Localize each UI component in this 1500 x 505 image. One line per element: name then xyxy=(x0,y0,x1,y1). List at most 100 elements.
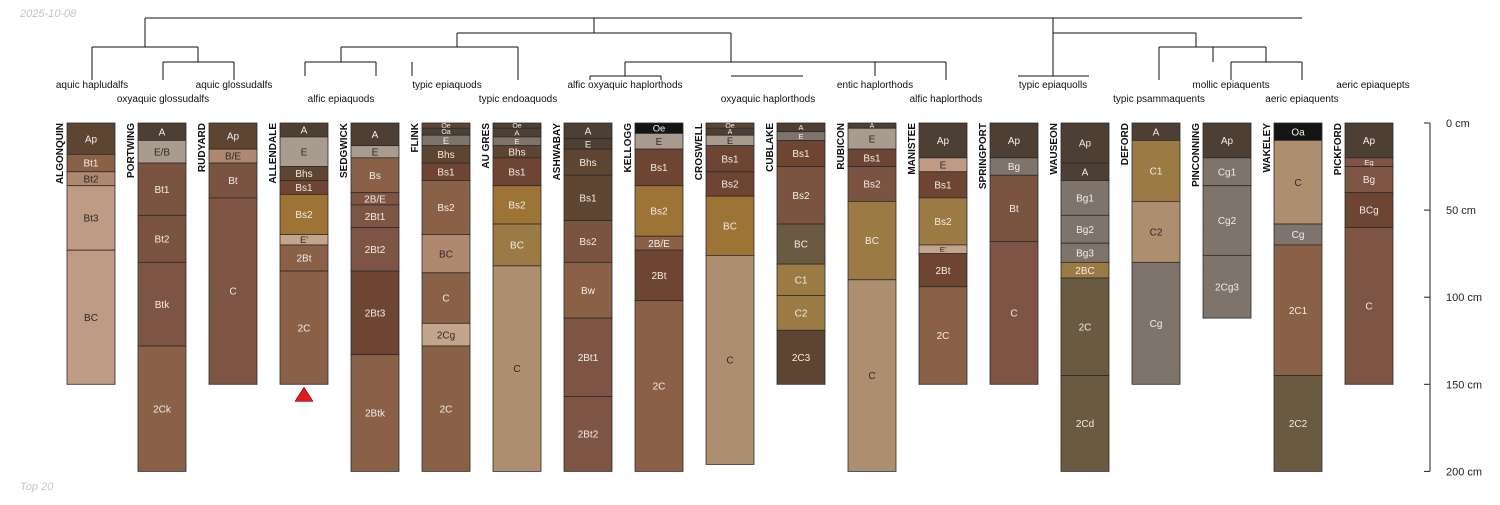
profile-ashwabay: ASHWABAY AE Bhs Bs1 Bs2 Bw 2Bt1 2Bt2 xyxy=(552,122,613,472)
horizon-label: Ap xyxy=(1221,136,1234,147)
horizon-label: C2 xyxy=(1150,227,1163,238)
horizon-label: A xyxy=(585,126,592,137)
horizon-c xyxy=(208,197,258,385)
profile-pinconning: PINCONNING Ap Cg1 Cg2 2Cg3 xyxy=(1191,122,1252,319)
horizon-bs1 xyxy=(918,171,968,199)
horizon-label: E xyxy=(443,136,449,147)
horizon-bs2 xyxy=(279,194,329,235)
profile-name: WAKELEY xyxy=(1262,123,1273,173)
horizon-2bt3 xyxy=(350,270,400,356)
taxon-label-entic-haplorthods: entic haplorthods xyxy=(837,80,913,91)
horizon-label: Bs1 xyxy=(721,154,739,165)
horizon-btk xyxy=(137,261,187,347)
horizon-label: Bhs xyxy=(437,150,454,161)
profile-name: FLINK xyxy=(410,122,421,152)
horizon-e xyxy=(279,136,329,167)
profile-name: PINCONNING xyxy=(1191,123,1202,187)
horizon-label: 2C1 xyxy=(1289,306,1308,317)
horizon-c xyxy=(705,254,755,465)
horizon-label: C xyxy=(229,287,236,298)
horizon-label: A xyxy=(159,127,166,138)
horizon-label: Bt xyxy=(1009,204,1019,215)
horizon-bc xyxy=(421,234,471,274)
horizon-label: Bs1 xyxy=(650,163,668,174)
horizon-2c xyxy=(1060,277,1110,376)
horizon-bs2 xyxy=(705,171,755,197)
profile-deford: DEFORD A C1 C2 Cg xyxy=(1120,122,1181,385)
horizon-bs1 xyxy=(705,145,755,173)
horizon-label: Oe xyxy=(725,123,734,130)
horizon-label: Bs2 xyxy=(650,207,668,218)
horizon-label: A xyxy=(1082,167,1089,178)
horizon-ap xyxy=(989,122,1039,159)
horizon-label: Bt1 xyxy=(154,185,169,196)
profile-name: CROSWELL xyxy=(694,123,705,180)
horizon-label: Ap xyxy=(937,136,950,147)
profile-pickford: PICKFORD Ap Eg Bg BCg C xyxy=(1333,122,1394,385)
horizon-bs2 xyxy=(847,166,897,202)
profile-kellogg: KELLOGG Oe E Bs1 Bs2 2B/E 2Bt 2C xyxy=(623,122,684,472)
taxon-label-mollic-epiaquents: mollic epiaquents xyxy=(1192,80,1269,91)
horizon-label: E xyxy=(372,147,379,158)
horizon-label: Ap xyxy=(1363,136,1376,147)
horizon-bs xyxy=(350,157,400,194)
horizon-2btk xyxy=(350,354,400,472)
horizon-label: 2Btk xyxy=(365,409,386,420)
horizon-label: Bt1 xyxy=(83,159,98,170)
horizon-label: Eg xyxy=(1364,158,1373,167)
horizon-label: BC xyxy=(794,240,808,251)
horizon-label: 2C xyxy=(1079,322,1092,333)
horizon-label: Bs1 xyxy=(579,194,597,205)
horizon-label: C xyxy=(726,356,733,367)
horizon-ap xyxy=(1202,122,1252,159)
horizon-label: E xyxy=(727,136,733,147)
horizon-label: Bs1 xyxy=(437,167,455,178)
horizon-label: 2Cd xyxy=(1076,419,1094,430)
horizon-bw xyxy=(563,261,613,319)
horizon-label: 2C xyxy=(937,331,950,342)
horizon-bhs xyxy=(563,148,613,176)
horizon-bs1 xyxy=(634,148,684,187)
profile-name: CUBLAKE xyxy=(765,123,776,172)
horizon-ap xyxy=(208,122,258,150)
horizon-bc xyxy=(847,200,897,281)
horizon-label: Oe xyxy=(653,124,666,135)
horizon-label: 2Bt2 xyxy=(365,245,386,256)
profile-cublake: CUBLAKE AE Bs1 Bs2 BC C1 C2 2C3 xyxy=(765,122,826,385)
horizon-2c xyxy=(634,300,684,472)
horizon-label: BC xyxy=(439,249,453,260)
horizon-c1 xyxy=(776,263,826,296)
horizon-label: C xyxy=(1294,178,1301,189)
taxon-label-typic-endoaquods: typic endoaquods xyxy=(479,94,557,105)
horizon-bc xyxy=(66,249,116,385)
horizon-label: 2Bt1 xyxy=(578,353,599,364)
taxon-label-aeric-epiaquepts: aeric epiaquepts xyxy=(1336,80,1409,91)
dendrogram xyxy=(91,17,1303,80)
horizon-label: E xyxy=(301,147,308,158)
horizon-label: Cg2 xyxy=(1218,216,1237,227)
profile-name: RUDYARD xyxy=(197,123,208,172)
horizon-bt xyxy=(208,162,258,199)
taxon-label-alfic-haplorthods: alfic haplorthods xyxy=(910,94,983,105)
horizon-label: E xyxy=(940,160,947,171)
horizon-cg xyxy=(1131,261,1181,385)
horizon-label: Bt2 xyxy=(83,174,98,185)
horizon-label: E xyxy=(869,134,876,145)
horizon-label: E' xyxy=(300,235,308,246)
horizon-label: Bw xyxy=(581,286,596,297)
horizon-2c xyxy=(918,286,968,385)
horizon-label: Cg xyxy=(1292,230,1305,241)
horizon-2cd xyxy=(1060,375,1110,472)
profile-rudyard: RUDYARD Ap B/E Bt C xyxy=(197,122,258,385)
horizon-label: Bs2 xyxy=(579,237,597,248)
horizon-label: Bs1 xyxy=(792,149,810,160)
horizon-2cg3 xyxy=(1202,254,1252,319)
depth-axis: 0 cm 50 cm 100 cm 150 cm 200 cm xyxy=(1424,118,1482,478)
horizon-2c2 xyxy=(1273,375,1323,472)
horizon-bs2 xyxy=(776,166,826,225)
horizon-label: C xyxy=(1010,308,1017,319)
horizon-label: BC xyxy=(510,241,524,252)
profile-rubicon: RUBICON AE Bs1 Bs2 BC C xyxy=(836,122,897,472)
horizon-bt xyxy=(989,174,1039,242)
horizon-label: 2C2 xyxy=(1289,419,1308,430)
